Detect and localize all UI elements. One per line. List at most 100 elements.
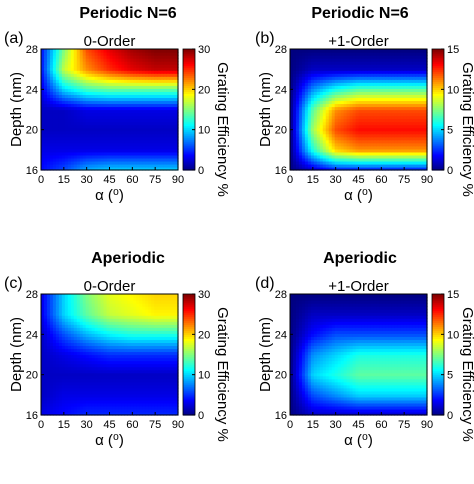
heatmap-cell	[55, 136, 60, 141]
heatmap-cell	[58, 396, 63, 401]
heatmap-cell	[388, 64, 392, 68]
heatmap-cell	[385, 154, 389, 159]
heatmap-cell	[121, 91, 125, 95]
heatmap-cell	[109, 396, 114, 401]
heatmap-cell	[73, 88, 78, 92]
heatmap-cell	[418, 136, 422, 141]
heatmap-cell	[88, 130, 93, 135]
heatmap-cell	[421, 94, 425, 99]
heatmap-cell	[421, 52, 425, 56]
heatmap-cell	[154, 399, 158, 404]
heatmap-cell	[421, 139, 425, 144]
heatmap-cell	[361, 100, 366, 105]
heatmap-cell	[145, 55, 149, 59]
heatmap-cell	[157, 378, 161, 383]
heatmap-cell	[64, 97, 69, 102]
heatmap-cell	[163, 363, 167, 368]
heatmap-cell	[130, 85, 134, 89]
heatmap-cell	[88, 378, 93, 383]
heatmap-cell	[151, 139, 155, 144]
heatmap-cell	[352, 76, 357, 80]
heatmap-cell	[397, 130, 401, 135]
heatmap-cell	[88, 148, 93, 153]
heatmap-cell	[55, 130, 60, 135]
heatmap-cell	[406, 94, 410, 99]
heatmap-cell	[403, 58, 407, 62]
heatmap-cell	[367, 58, 372, 62]
heatmap-cell	[160, 399, 164, 404]
heatmap-cell	[337, 100, 342, 105]
heatmap-cell	[55, 154, 60, 159]
heatmap-cell	[109, 49, 114, 53]
heatmap-cell	[379, 70, 383, 74]
heatmap-cell	[400, 103, 404, 108]
heatmap-cell	[370, 52, 374, 56]
heatmap-cell	[139, 372, 143, 377]
heatmap-cell	[418, 76, 422, 80]
heatmap-cell	[385, 130, 389, 135]
heatmap-cell	[340, 55, 345, 59]
heatmap-cell	[121, 378, 125, 383]
heatmap-cell	[421, 67, 425, 71]
heatmap-cell	[91, 163, 96, 168]
heatmap-cell	[166, 354, 170, 359]
heatmap-cell	[313, 52, 318, 56]
heatmap-cell	[310, 58, 315, 62]
heatmap-cell	[85, 91, 90, 95]
heatmap-cell	[46, 154, 51, 159]
heatmap-cell	[133, 70, 137, 74]
heatmap-cell	[85, 100, 90, 105]
heatmap-cell	[118, 360, 123, 365]
heatmap-cell	[418, 127, 422, 132]
heatmap-cell	[160, 106, 164, 111]
heatmap-cell	[115, 106, 120, 111]
heatmap-cell	[334, 160, 339, 165]
heatmap-cell	[61, 94, 66, 99]
heatmap-cell	[127, 133, 131, 138]
heatmap-cell	[112, 408, 117, 413]
heatmap-cell	[157, 360, 161, 365]
heatmap-cell	[340, 97, 345, 102]
heatmap-cell	[421, 151, 425, 156]
heatmap-cell	[400, 67, 404, 71]
heatmap-cell	[106, 94, 111, 99]
heatmap-cell	[412, 127, 416, 132]
heatmap-cell	[52, 49, 57, 53]
heatmap-cell	[406, 103, 410, 108]
heatmap-cell	[151, 52, 155, 56]
heatmap-cell	[319, 148, 324, 153]
heatmap-cell	[106, 163, 111, 168]
heatmap-cell	[301, 163, 306, 168]
heatmap-cell	[163, 357, 167, 362]
heatmap-cell	[388, 61, 392, 65]
heatmap-cell	[424, 124, 428, 129]
heatmap-cell	[97, 127, 102, 132]
heatmap-cell	[322, 82, 327, 86]
heatmap-cell	[346, 73, 351, 77]
heatmap-cell	[41, 124, 45, 129]
heatmap-cell	[166, 393, 170, 398]
heatmap-cell	[418, 118, 422, 123]
heatmap-cell	[106, 70, 111, 74]
heatmap-cell	[115, 139, 120, 144]
heatmap-cell	[100, 154, 105, 159]
heatmap-cell	[97, 136, 102, 141]
heatmap-cell	[112, 160, 117, 165]
heatmap-cell	[115, 381, 120, 386]
colorbar-segment	[432, 57, 444, 60]
heatmap-cell	[100, 55, 105, 59]
heatmap-cell	[76, 378, 81, 383]
heatmap-cell	[160, 154, 164, 159]
heatmap-cell	[49, 127, 54, 132]
heatmap-cell	[58, 100, 63, 105]
heatmap-cell	[76, 163, 81, 168]
heatmap-cell	[154, 354, 158, 359]
heatmap-cell	[391, 154, 395, 159]
heatmap-cell	[124, 64, 128, 68]
heatmap-cell	[316, 166, 321, 171]
heatmap-cell	[163, 378, 167, 383]
heatmap-cell	[61, 372, 66, 377]
heatmap-cell	[391, 103, 395, 108]
heatmap-cell	[151, 100, 155, 105]
colorbar-segment	[432, 123, 444, 127]
